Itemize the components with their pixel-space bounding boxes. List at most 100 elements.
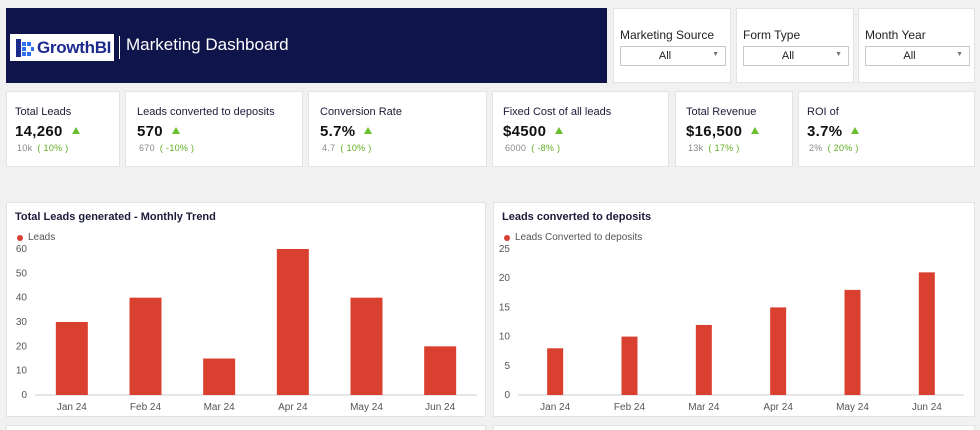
kpi-previous-value: 6000 xyxy=(505,143,527,153)
trend-up-icon xyxy=(364,127,373,134)
trend-up-icon xyxy=(171,127,180,134)
kpi-label: Leads converted to deposits xyxy=(137,106,275,118)
month-year-select[interactable]: All ▼ xyxy=(865,46,970,66)
y-tick-label: 20 xyxy=(16,341,28,352)
trend-up-icon xyxy=(851,127,860,134)
bar-chart-plot: 0 5 10 15 20 25 Jan 24 Feb 24 Mar 24 Apr 24 May 24… xyxy=(499,244,964,413)
kpi-label: Total Revenue xyxy=(686,106,757,118)
form-type-select[interactable]: All ▼ xyxy=(743,46,849,66)
bar-chart-plot: 0 10 20 30 40 50 60 Jan 24 Feb 24 Mar 24 Apr 24 May… xyxy=(16,244,477,413)
y-tick-label: 10 xyxy=(499,332,511,343)
y-tick-label: 30 xyxy=(16,317,28,328)
marketing-source-select[interactable]: All ▼ xyxy=(620,46,726,66)
kpi-comparison: 13k ( 17% ) xyxy=(688,143,740,153)
chart-total-leads-monthly: Total Leads generated - Monthly Trend Le… xyxy=(6,202,486,417)
select-value: All xyxy=(903,50,916,62)
bar xyxy=(350,297,383,395)
chart-legend: Leads xyxy=(17,232,55,243)
chevron-down-icon: ▼ xyxy=(956,51,963,58)
kpi-change-percent: ( 20% ) xyxy=(827,143,859,153)
x-tick-label: Apr 24 xyxy=(278,402,308,413)
bar xyxy=(129,297,162,395)
y-tick-label: 25 xyxy=(499,244,511,255)
kpi-card-conversion-rate: Conversion Rate 5.7% 4.7 ( 10% ) xyxy=(308,91,487,167)
kpi-previous-value: 4.7 xyxy=(322,143,336,153)
kpi-value: 14,260 xyxy=(15,123,63,140)
bar xyxy=(695,324,712,395)
bar xyxy=(770,307,787,395)
kpi-change-percent: ( 17% ) xyxy=(708,143,740,153)
kpi-comparison: 2% ( 20% ) xyxy=(809,143,859,153)
kpi-label: Conversion Rate xyxy=(320,106,402,118)
filter-label: Month Year xyxy=(865,28,926,42)
kpi-comparison: 670 ( -10% ) xyxy=(139,143,194,153)
legend-label: Leads xyxy=(28,232,56,243)
kpi-card-total-revenue: Total Revenue $16,500 13k ( 17% ) xyxy=(675,91,793,167)
kpi-card-total-leads: Total Leads 14,260 10k ( 10% ) xyxy=(6,91,120,167)
y-tick-label: 5 xyxy=(504,361,510,372)
kpi-previous-value: 670 xyxy=(139,143,155,153)
x-tick-label: Jan 24 xyxy=(57,402,87,413)
filter-label: Marketing Source xyxy=(620,28,715,42)
bar xyxy=(203,358,236,395)
bar xyxy=(844,289,861,395)
x-tick-label: Feb 24 xyxy=(614,402,646,413)
legend-marker xyxy=(17,234,23,241)
page-title: Marketing Dashboard xyxy=(126,35,289,54)
dashboard-header: GrowthBI Marketing Dashboard xyxy=(6,8,607,83)
trend-up-icon xyxy=(71,127,80,134)
x-tick-label: Mar 24 xyxy=(204,402,236,413)
kpi-change-percent: ( -8% ) xyxy=(531,143,561,153)
bar xyxy=(547,348,564,395)
kpi-label: ROI of xyxy=(807,106,839,118)
chart-card-partial xyxy=(6,425,486,430)
kpi-comparison: 6000 ( -8% ) xyxy=(505,143,560,153)
logo-text: GrowthBI xyxy=(37,37,112,57)
kpi-value: 3.7% xyxy=(807,123,843,140)
filter-form-type: Form Type All ▼ xyxy=(736,8,854,83)
header-divider xyxy=(119,36,120,59)
kpi-card-roi: ROI of 3.7% 2% ( 20% ) xyxy=(798,91,975,167)
x-tick-label: Jun 24 xyxy=(425,402,455,413)
filter-marketing-source: Marketing Source All ▼ xyxy=(613,8,731,83)
y-tick-label: 40 xyxy=(16,293,28,304)
y-tick-label: 10 xyxy=(16,366,28,377)
chart-title: Leads converted to deposits xyxy=(502,211,652,223)
select-value: All xyxy=(781,50,795,62)
x-tick-label: Mar 24 xyxy=(688,402,720,413)
x-tick-label: Feb 24 xyxy=(130,402,162,413)
legend-marker xyxy=(504,234,510,241)
filter-month-year: Month Year All ▼ xyxy=(858,8,975,83)
kpi-change-percent: ( -10% ) xyxy=(159,143,195,153)
x-tick-label: Jan 24 xyxy=(540,402,570,413)
chart-title: Total Leads generated - Monthly Trend xyxy=(15,211,216,223)
kpi-value: $4500 xyxy=(503,123,547,140)
kpi-comparison: 10k ( 10% ) xyxy=(17,143,69,153)
kpi-comparison: 4.7 ( 10% ) xyxy=(322,143,372,153)
kpi-change-percent: ( 10% ) xyxy=(37,143,69,153)
kpi-value: 5.7% xyxy=(320,123,356,140)
y-tick-label: 0 xyxy=(21,390,27,401)
select-value: All xyxy=(658,50,672,62)
kpi-card-leads-converted: Leads converted to deposits 570 670 ( -10… xyxy=(125,91,303,167)
chart-legend: Leads Converted to deposits xyxy=(504,232,642,243)
x-tick-label: Jun 24 xyxy=(912,402,942,413)
x-tick-label: Apr 24 xyxy=(763,402,793,413)
kpi-previous-value: 13k xyxy=(688,143,704,153)
kpi-label: Total Leads xyxy=(15,106,72,118)
y-tick-label: 20 xyxy=(499,273,511,284)
chevron-down-icon: ▼ xyxy=(835,51,842,58)
trend-up-icon xyxy=(555,127,564,134)
growthbi-logo: GrowthBI xyxy=(10,34,114,61)
y-tick-label: 15 xyxy=(499,302,511,313)
kpi-value: 570 xyxy=(137,123,163,140)
kpi-change-percent: ( 10% ) xyxy=(340,143,372,153)
filter-label: Form Type xyxy=(743,28,801,42)
chart-card-partial xyxy=(493,425,975,430)
trend-up-icon xyxy=(751,127,760,134)
bar xyxy=(918,272,935,395)
chart-leads-converted: Leads converted to deposits Leads Conver… xyxy=(493,202,975,417)
growthbi-logo-icon xyxy=(16,38,34,57)
kpi-previous-value: 10k xyxy=(17,143,33,153)
y-tick-label: 60 xyxy=(16,244,28,255)
